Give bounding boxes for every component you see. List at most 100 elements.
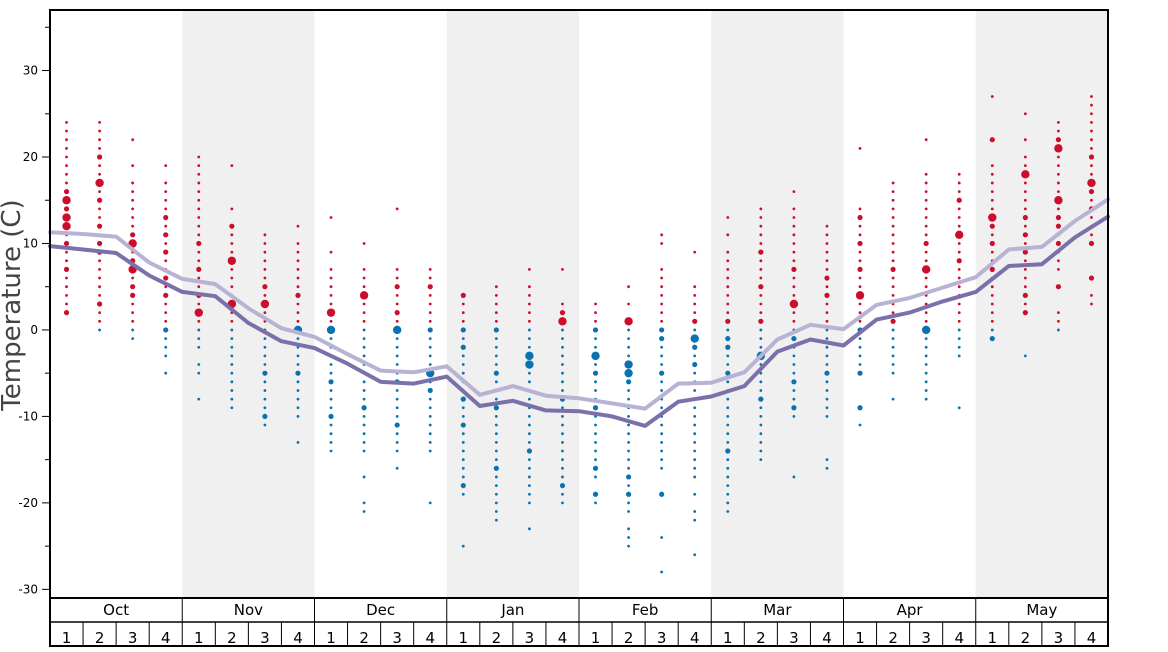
warm-observation-dot (1022, 292, 1028, 298)
warm-observation-dot (329, 268, 333, 271)
warm-observation-dot (627, 285, 630, 289)
cold-observation-dot (759, 328, 763, 332)
cold-observation-dot (561, 363, 564, 366)
warm-observation-dot (329, 293, 333, 297)
warm-observation-dot (229, 223, 235, 229)
cold-observation-dot (726, 363, 730, 366)
cold-observation-dot (263, 397, 267, 401)
warm-observation-dot (1088, 154, 1095, 160)
cold-observation-dot (693, 492, 697, 496)
cold-observation-dot (428, 397, 432, 401)
warm-observation-dot (1057, 121, 1060, 124)
cold-observation-dot (726, 406, 730, 410)
cold-observation-dot (164, 345, 168, 349)
warm-observation-dot (394, 310, 400, 316)
cold-observation-dot (494, 440, 498, 444)
cold-observation-dot (625, 379, 632, 385)
cold-observation-dot (525, 351, 534, 361)
warm-observation-dot (197, 181, 201, 185)
warm-observation-dot (891, 259, 895, 263)
week-label: 2 (227, 629, 237, 647)
warm-observation-dot (858, 302, 862, 306)
cold-observation-dot (528, 337, 531, 340)
cold-observation-dot (693, 466, 697, 470)
cold-observation-dot (461, 492, 465, 496)
warm-observation-dot (759, 302, 763, 306)
warm-observation-dot (263, 233, 267, 237)
month-band-jan (446, 10, 579, 598)
warm-observation-dot (528, 268, 531, 271)
cold-observation-dot (494, 484, 498, 487)
warm-observation-dot (989, 223, 995, 229)
cold-observation-dot (561, 466, 564, 470)
warm-observation-dot (1021, 170, 1030, 179)
warm-observation-dot (98, 311, 101, 315)
warm-observation-dot (660, 293, 664, 297)
cold-observation-dot (461, 337, 465, 340)
warm-observation-dot (1090, 302, 1093, 306)
warm-observation-dot (825, 233, 829, 237)
cold-observation-dot (660, 449, 664, 453)
cold-observation-dot (726, 492, 730, 496)
week-label: 4 (558, 629, 568, 647)
warm-observation-dot (163, 275, 169, 281)
warm-observation-dot (263, 259, 267, 263)
cold-observation-dot (692, 344, 698, 350)
week-label: 1 (723, 629, 733, 647)
warm-observation-dot (428, 293, 432, 297)
cold-observation-dot (131, 328, 135, 332)
cold-observation-dot (428, 423, 432, 427)
warm-observation-dot (1057, 259, 1060, 263)
warm-observation-dot (394, 284, 400, 290)
warm-observation-dot (230, 276, 234, 280)
warm-observation-dot (825, 285, 829, 289)
cold-observation-dot (726, 484, 730, 487)
cold-observation-dot (493, 465, 499, 471)
cold-observation-dot (561, 406, 564, 410)
warm-observation-dot (726, 285, 730, 289)
warm-observation-dot (693, 311, 697, 315)
warm-observation-dot (65, 276, 68, 280)
cold-observation-dot (328, 413, 334, 420)
week-label: 1 (459, 629, 469, 647)
warm-observation-dot (230, 242, 234, 245)
cold-observation-dot (362, 501, 366, 505)
cold-observation-dot (693, 510, 697, 513)
cold-observation-dot (461, 363, 465, 366)
warm-observation-dot (990, 319, 994, 323)
warm-observation-dot (98, 259, 101, 263)
cold-observation-dot (891, 328, 895, 332)
warm-observation-dot (923, 240, 929, 247)
warm-observation-dot (1022, 214, 1028, 221)
warm-observation-dot (62, 196, 71, 205)
warm-observation-dot (65, 138, 68, 142)
y-tick-label: -20 (18, 496, 38, 510)
cold-observation-dot (395, 337, 399, 340)
warm-observation-dot (98, 293, 101, 297)
cold-observation-dot (627, 397, 630, 401)
warm-observation-dot (825, 242, 829, 245)
warm-observation-dot (858, 233, 862, 237)
cold-observation-dot (594, 501, 597, 505)
warm-observation-dot (1055, 137, 1062, 143)
warm-observation-dot (131, 181, 135, 185)
cold-observation-dot (494, 501, 498, 505)
warm-observation-dot (1090, 216, 1093, 219)
warm-observation-dot (296, 242, 300, 245)
warm-observation-dot (98, 207, 101, 211)
warm-observation-dot (1090, 172, 1093, 176)
warm-observation-dot (891, 311, 895, 315)
warm-observation-dot (990, 285, 994, 289)
warm-observation-dot (957, 268, 961, 271)
warm-observation-dot (197, 155, 201, 159)
cold-observation-dot (197, 371, 201, 375)
cold-observation-dot (627, 345, 630, 349)
warm-observation-dot (957, 207, 961, 211)
warm-observation-dot (660, 302, 664, 306)
warm-observation-dot (131, 224, 135, 228)
cold-observation-dot (328, 379, 334, 385)
warm-observation-dot (164, 190, 168, 193)
warm-observation-dot (194, 308, 203, 317)
cold-observation-dot (627, 527, 630, 531)
warm-observation-dot (1088, 240, 1095, 247)
